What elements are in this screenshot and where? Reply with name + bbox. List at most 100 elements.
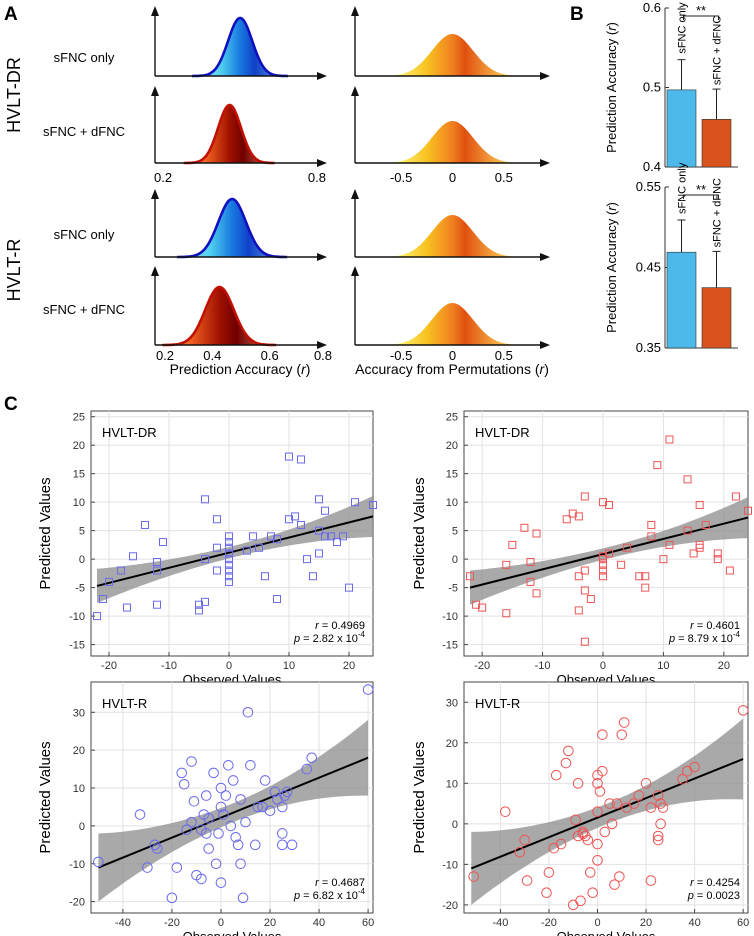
- x-tick-label-c-4-2: 0: [594, 917, 600, 929]
- point-c-1-35: [285, 515, 293, 524]
- y-tick-label-c-4-5: 30: [446, 697, 458, 709]
- y-tick-label-c-1-4: 5: [79, 526, 85, 538]
- accuracy-curve-dr-sfnc: [192, 16, 288, 78]
- bar-ytick-label-top-0: 0.4: [643, 159, 661, 174]
- point-c-4-25: [592, 806, 603, 817]
- point-c-2-5: [508, 540, 517, 549]
- right-bottom-ticks: -0.5 0 0.5: [390, 348, 513, 363]
- point-c-1-34: [273, 535, 281, 544]
- group-label-hvlt-dr: HVLT-DR: [4, 57, 24, 133]
- point-c-4-51: [677, 773, 688, 785]
- bar-ytick-label-top-2: 0.6: [643, 0, 661, 15]
- stat-r-value: = 0.4601: [694, 620, 740, 632]
- point-c-1-21: [225, 549, 233, 558]
- x-tick-label-c-1-1: -10: [161, 660, 177, 672]
- point-c-3-22: [210, 858, 222, 870]
- point-c-2-38: [665, 435, 674, 444]
- stat-p-c-4: p = 0.0023: [687, 890, 740, 902]
- regression-line-c-4: [470, 758, 744, 870]
- bar-ytick-label-bottom-2: 0.55: [636, 179, 661, 194]
- point-c-1-42: [315, 526, 323, 535]
- y-tick-label-c-1-6: 15: [73, 469, 85, 481]
- bar-ytick-label-bottom-0: 0.35: [636, 340, 661, 355]
- point-c-1-8: [153, 566, 161, 575]
- point-c-4-26: [592, 838, 603, 850]
- left-x-axis-r-sfnc-dfnc-arrowhead: [317, 341, 327, 349]
- point-c-1-32: [267, 532, 275, 541]
- left-x-axis-r-sfnc-arrowhead: [317, 253, 327, 261]
- y-tick-label-c-4-2: 0: [452, 819, 458, 831]
- point-c-1-9: [153, 600, 161, 609]
- left-bottom-ticks: 0.2 0.4 0.6 0.8: [156, 348, 332, 363]
- accuracy-fill-r-sfnc: [177, 199, 288, 257]
- stat-p-value: = 0.0023: [694, 890, 740, 902]
- point-c-4-48: [655, 818, 666, 830]
- point-c-4-53: [689, 761, 700, 773]
- stat-p-var: p: [293, 633, 300, 645]
- permutation-distributions: [390, 34, 515, 345]
- point-c-2-20: [586, 595, 595, 604]
- right-y-axis-r-sfnc-arrowhead: [351, 189, 359, 199]
- point-c-4-34: [609, 879, 620, 890]
- stat-r-var: r: [315, 877, 320, 889]
- point-c-3-38: [242, 706, 254, 718]
- point-c-2-11: [562, 515, 571, 524]
- bar-y-axis-label-var: r: [604, 26, 619, 31]
- point-c-4-10: [560, 757, 572, 769]
- point-c-1-20: [225, 543, 233, 552]
- point-c-4-50: [657, 802, 669, 813]
- right-top-tick-0: -0.5: [390, 170, 412, 185]
- point-c-4-1: [499, 806, 511, 817]
- right-bottom-tick-0: -0.5: [390, 348, 412, 363]
- y-tick-label-c-2-7: 20: [446, 440, 458, 452]
- point-c-1-36: [285, 452, 293, 461]
- right-bottom-tick-2: 0.5: [495, 348, 513, 363]
- point-c-1-15: [201, 555, 209, 564]
- permutation-fill-dr-sfnc: [390, 34, 515, 76]
- point-c-2-48: [713, 549, 722, 558]
- bar-top-1: [701, 119, 732, 168]
- stat-p-var: p: [668, 633, 675, 645]
- subplot-title-c-1: HVLT-DR: [102, 425, 157, 440]
- point-c-3-37: [240, 816, 251, 828]
- right-top-ticks: -0.5 0 0.5: [390, 170, 513, 185]
- stat-p-value: = 2.82 x 10: [300, 633, 358, 645]
- stat-p-c-2: p = 8.79 x 10-4: [668, 630, 741, 645]
- point-c-4-31: [599, 826, 611, 838]
- point-c-3-1: [134, 809, 146, 820]
- left-bottom-tick-2: 0.6: [261, 348, 279, 363]
- point-c-1-19: [225, 538, 233, 547]
- point-c-3-29: [223, 760, 234, 771]
- point-c-4-21: [584, 867, 596, 878]
- point-c-3-2: [142, 862, 153, 873]
- point-c-1-23: [225, 560, 233, 569]
- accuracy-curve-r-sfnc-dfnc: [162, 285, 277, 347]
- x-tick-label-c-3-2: 0: [218, 917, 224, 929]
- point-c-3-20: [203, 843, 215, 854]
- point-c-3-7: [176, 767, 188, 779]
- bar-y-axis-label-text: Prediction Accuracy (: [604, 210, 619, 333]
- bar-y-axis-label-bottom: Prediction Accuracy (r): [604, 202, 619, 333]
- y-tick-label-c-4-4: 20: [446, 738, 458, 750]
- point-c-2-31: [635, 572, 644, 581]
- row-label-r-sfnc: sFNC only: [54, 227, 115, 242]
- point-c-3-27: [218, 809, 229, 820]
- y-axis-label-c-2: Predicted Values: [411, 477, 428, 589]
- y-axis-label-c-1: Predicted Values: [37, 477, 54, 589]
- x-tick-label-c-2-3: 10: [657, 660, 669, 672]
- point-c-1-29: [249, 532, 257, 541]
- point-c-1-31: [261, 572, 269, 581]
- point-c-2-35: [647, 520, 656, 529]
- point-c-4-9: [555, 838, 567, 850]
- point-c-1-38: [297, 455, 305, 464]
- point-c-1-25: [225, 572, 233, 581]
- panel-b-label: B: [570, 4, 584, 25]
- left-y-axis-r-sfnc-arrowhead: [151, 189, 159, 199]
- bar-label-top-1: sFNC + dFNC: [712, 16, 724, 85]
- point-c-3-17: [200, 828, 212, 839]
- point-c-1-17: [213, 543, 221, 552]
- point-c-1-5: [129, 552, 137, 561]
- right-bottom-tick-1: 0: [449, 348, 456, 363]
- point-c-2-1: [472, 600, 481, 609]
